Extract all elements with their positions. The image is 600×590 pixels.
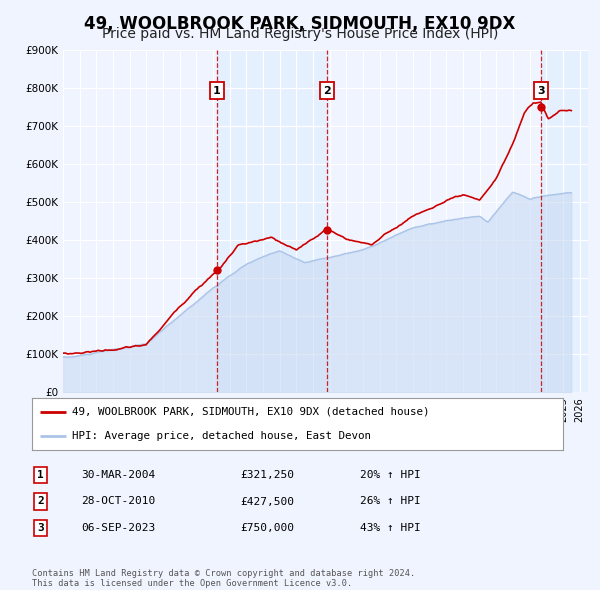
- Text: 2: 2: [37, 497, 44, 506]
- Text: 1: 1: [37, 470, 44, 480]
- Bar: [541, 50, 588, 392]
- Text: £321,250: £321,250: [240, 470, 294, 480]
- Text: 3: 3: [37, 523, 44, 533]
- Text: 28-OCT-2010: 28-OCT-2010: [81, 497, 155, 506]
- Text: 43% ↑ HPI: 43% ↑ HPI: [360, 523, 421, 533]
- Text: 06-SEP-2023: 06-SEP-2023: [81, 523, 155, 533]
- Text: 49, WOOLBROOK PARK, SIDMOUTH, EX10 9DX: 49, WOOLBROOK PARK, SIDMOUTH, EX10 9DX: [85, 15, 515, 33]
- Text: £427,500: £427,500: [240, 497, 294, 506]
- Text: 1: 1: [213, 86, 221, 96]
- Text: 49, WOOLBROOK PARK, SIDMOUTH, EX10 9DX (detached house): 49, WOOLBROOK PARK, SIDMOUTH, EX10 9DX (…: [71, 407, 429, 417]
- Text: £750,000: £750,000: [240, 523, 294, 533]
- Text: 20% ↑ HPI: 20% ↑ HPI: [360, 470, 421, 480]
- Text: Contains HM Land Registry data © Crown copyright and database right 2024.
This d: Contains HM Land Registry data © Crown c…: [32, 569, 415, 588]
- Text: 2: 2: [323, 86, 331, 96]
- Text: 26% ↑ HPI: 26% ↑ HPI: [360, 497, 421, 506]
- Bar: [217, 50, 327, 392]
- Text: 3: 3: [537, 86, 545, 96]
- Text: Price paid vs. HM Land Registry's House Price Index (HPI): Price paid vs. HM Land Registry's House …: [102, 27, 498, 41]
- Text: HPI: Average price, detached house, East Devon: HPI: Average price, detached house, East…: [71, 431, 371, 441]
- Text: 30-MAR-2004: 30-MAR-2004: [81, 470, 155, 480]
